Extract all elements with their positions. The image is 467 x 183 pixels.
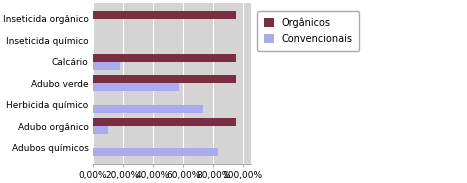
Bar (93, 11, 236, 19)
Bar (93, 126, 108, 134)
Bar (93, 147, 218, 156)
Bar (93, 83, 179, 91)
Bar (93, 105, 203, 113)
Bar (93, 62, 120, 70)
Bar (93, 75, 236, 83)
Legend: Orgânicos, Convencionais: Orgânicos, Convencionais (257, 11, 360, 51)
Bar (93, 118, 236, 126)
Bar (93, 54, 236, 62)
